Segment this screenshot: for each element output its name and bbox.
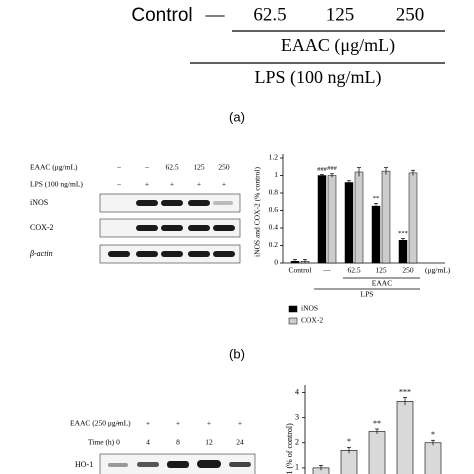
band-label: COX-2 [30,223,54,232]
lane-label: 12 [205,438,213,447]
bar [371,205,381,264]
column-label: 125 [326,4,355,25]
bands [108,460,251,468]
legend-label: iNOS [301,304,318,313]
panel-label: (b) [229,346,245,361]
bar [408,172,418,264]
significance: ### [317,166,328,173]
lane-label: + [207,419,211,428]
x-tick-label: 250 [402,266,414,275]
lane-label: + [170,180,174,189]
bar [317,175,327,264]
column-label: Control [131,5,192,26]
y-tick-label: 1 [295,463,299,472]
legend-label: COX-2 [301,316,323,325]
significance: *** [399,387,411,396]
y-tick-label: 0.4 [269,223,279,232]
y-tick-label: 0.8 [269,188,279,197]
x-tick-label: 125 [375,266,387,275]
x-tick-label: — [322,266,331,275]
lane-label: + [238,419,242,428]
bar [344,182,354,264]
legend-swatch [288,305,298,313]
y-axis-label: HO-1 (% of control) [285,423,294,474]
blot-header: Time (h) [88,438,115,447]
lane-label: 62.5 [165,163,178,172]
bar [327,175,337,264]
lane-label: 24 [236,438,244,447]
y-tick-label: 0.2 [269,240,279,249]
significance: * [431,430,435,439]
column-label: 250 [396,4,425,25]
band-label: β-actin [29,249,53,258]
y-tick-label: 2 [295,438,299,447]
legend-swatch [288,317,298,325]
y-tick-label: 1 [274,170,278,179]
panel-label: (a) [229,109,245,124]
lane-label: – [116,180,121,189]
band-label: iNOS [30,198,48,207]
lane-label: – [115,419,120,428]
group-label: EAAC [372,279,392,288]
x-tick-label: 62.5 [347,266,360,275]
column-label: — [205,4,226,25]
blot-header: LPS (100 ng/mL) [30,180,83,189]
lane-label: 125 [193,163,205,172]
band-label: HO-1 [75,460,93,469]
eaac-label: EAAC (μg/mL) [281,35,395,56]
lane-label: + [222,180,226,189]
column-label: 62.5 [253,4,286,25]
lps-label: LPS (100 ng/mL) [254,67,381,88]
significance: ### [327,165,338,172]
lane-label: 4 [146,438,150,447]
lane-label: 0 [116,438,120,447]
lane-label: + [176,419,180,428]
bar [398,240,408,264]
lane-label: 8 [176,438,180,447]
group-label: LPS [361,290,374,299]
lane-label: + [146,419,150,428]
blot-header: EAAC (250 μg/mL) [70,419,131,428]
y-axis-label: iNOS and COX-2 (% control) [253,167,262,257]
lane-label: – [116,163,121,172]
y-tick-label: 4 [295,387,299,396]
lane-label: + [197,180,201,189]
bar [354,171,364,264]
bar [368,431,386,474]
significance: ** [373,419,381,428]
significance: ** [373,195,380,202]
significance: * [347,437,351,446]
lane-label: + [145,180,149,189]
bar [340,450,358,474]
lane-label: – [144,163,149,172]
y-tick-label: 0 [274,258,278,267]
blot-header: EAAC (μg/mL) [30,163,78,172]
bar [424,442,442,474]
bands [108,200,235,257]
x-tick-label: Control [289,266,312,275]
y-tick-label: 0.6 [269,205,279,214]
y-tick-label: 1.2 [269,153,279,162]
bar [381,170,391,264]
lane-label: 250 [218,163,230,172]
y-tick-label: 3 [295,412,299,421]
significance: *** [398,230,408,237]
unit-label: (μg/mL) [425,266,451,275]
bar [396,401,414,474]
